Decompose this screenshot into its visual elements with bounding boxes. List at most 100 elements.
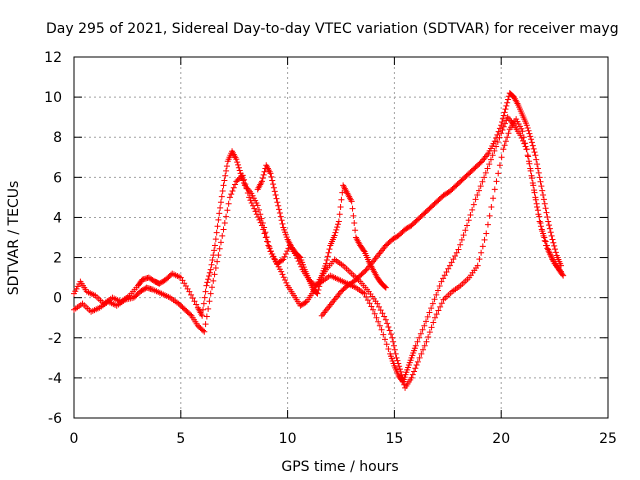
data-point — [324, 253, 331, 260]
data-point — [531, 149, 538, 156]
data-point — [476, 256, 483, 263]
data-point — [370, 306, 377, 313]
data-point — [374, 300, 381, 307]
data-point — [270, 253, 277, 260]
data-point — [421, 342, 428, 349]
data-point — [366, 300, 373, 307]
data-point — [435, 307, 442, 314]
data-point — [280, 256, 287, 263]
data-point — [495, 170, 502, 177]
data-point — [391, 346, 398, 353]
data-point — [206, 298, 213, 305]
data-point — [386, 327, 393, 334]
data-point — [398, 372, 405, 379]
data-point — [279, 220, 286, 227]
data-point — [440, 275, 447, 282]
data-point — [267, 248, 274, 255]
data-point — [317, 279, 324, 286]
data-point — [428, 305, 435, 312]
data-point — [323, 256, 330, 263]
data-point — [470, 201, 477, 208]
data-point — [189, 295, 196, 302]
data-point — [488, 204, 495, 211]
data-point — [467, 212, 474, 219]
data-point — [519, 128, 526, 135]
data-point — [494, 139, 501, 146]
data-points — [71, 90, 567, 391]
data-point — [200, 327, 207, 334]
data-point — [226, 194, 233, 201]
data-point — [214, 258, 221, 265]
data-point — [186, 288, 193, 295]
data-point — [348, 198, 355, 205]
x-tick-label: 10 — [279, 431, 297, 447]
data-point — [202, 321, 209, 328]
data-point — [282, 277, 289, 284]
data-point — [385, 323, 392, 330]
data-point — [483, 230, 490, 237]
data-point — [273, 195, 280, 202]
data-point — [546, 222, 553, 229]
data-point — [228, 191, 235, 198]
data-point — [491, 186, 498, 193]
data-point — [396, 366, 403, 373]
data-point — [536, 174, 543, 181]
y-tick-labels: -6 -4 -2 0 2 4 6 8 10 12 — [44, 50, 62, 427]
data-point — [253, 211, 260, 218]
chart-title: Day 295 of 2021, Sidereal Day-to-day VTE… — [46, 21, 619, 37]
data-point — [481, 236, 488, 243]
data-point — [276, 206, 283, 213]
data-point — [438, 278, 445, 285]
data-point — [241, 176, 248, 183]
data-point — [537, 178, 544, 185]
data-point — [538, 183, 545, 190]
data-point — [531, 187, 538, 194]
data-point — [376, 303, 383, 310]
y-tick-label: -6 — [48, 411, 62, 427]
data-point — [188, 291, 195, 298]
data-point — [547, 252, 554, 259]
data-point — [243, 185, 250, 192]
data-point — [448, 259, 455, 266]
data-point — [452, 252, 459, 259]
data-point — [201, 294, 208, 301]
data-point — [408, 374, 415, 381]
data-point — [229, 187, 236, 194]
data-point — [244, 189, 251, 196]
data-point — [536, 213, 543, 220]
data-point — [264, 238, 271, 245]
data-point — [411, 368, 418, 375]
data-point — [272, 191, 279, 198]
data-point — [235, 161, 242, 168]
data-point — [281, 253, 288, 260]
data-point — [409, 371, 416, 378]
data-point — [380, 331, 387, 338]
data-point — [433, 291, 440, 298]
data-point — [389, 334, 396, 341]
data-point — [247, 197, 254, 204]
data-point — [394, 357, 401, 364]
data-point — [438, 300, 445, 307]
data-point — [223, 167, 230, 174]
data-point — [338, 196, 345, 203]
data-point — [199, 312, 206, 319]
data-point — [543, 209, 550, 216]
data-point — [504, 134, 511, 141]
y-tick-label: -4 — [48, 371, 62, 387]
data-point — [225, 200, 232, 207]
data-point — [210, 277, 217, 284]
y-axis-label: SDTVAR / TECUs — [6, 181, 22, 296]
data-point — [280, 274, 287, 281]
data-point — [434, 287, 441, 294]
data-point — [384, 320, 391, 327]
data-point — [351, 220, 358, 227]
data-point — [203, 282, 210, 289]
data-point — [382, 284, 389, 291]
data-point — [211, 242, 218, 249]
data-point — [540, 191, 547, 198]
data-point — [332, 229, 339, 236]
data-point — [256, 216, 263, 223]
data-point — [426, 329, 433, 336]
data-point — [455, 246, 462, 253]
data-point — [399, 375, 406, 382]
